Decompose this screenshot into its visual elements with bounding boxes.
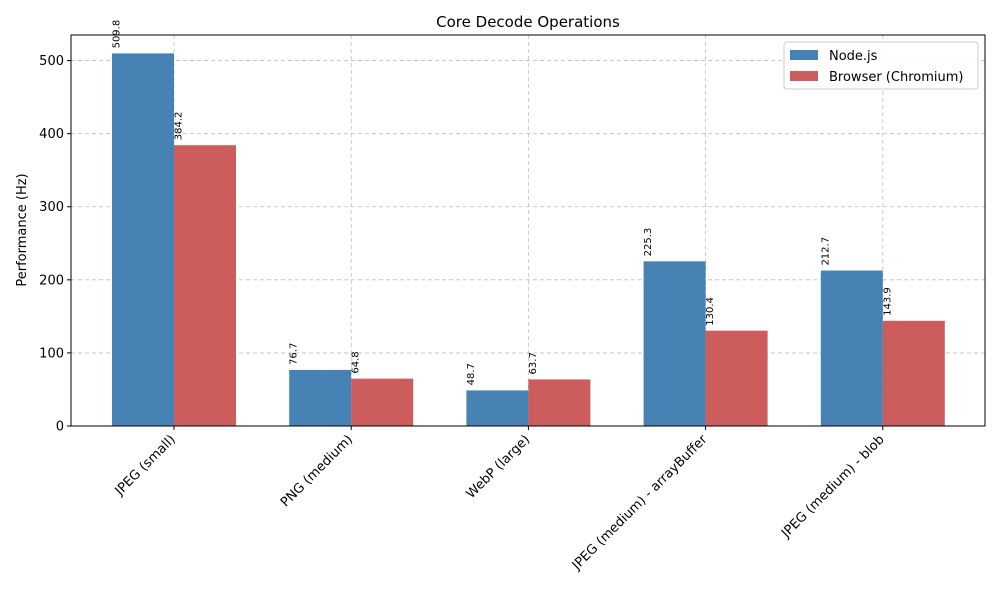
y-tick-label: 400 xyxy=(39,127,64,142)
y-tick-label: 200 xyxy=(39,273,64,288)
y-tick-label: 500 xyxy=(39,54,64,69)
bar-browser xyxy=(882,320,945,426)
x-tick-label: JPEG (medium) - arrayBuffer xyxy=(569,432,711,574)
value-label: 509.8 xyxy=(112,20,123,49)
value-label: 76.7 xyxy=(289,343,300,365)
y-tick-label: 300 xyxy=(39,200,64,215)
value-label: 212.7 xyxy=(820,237,831,266)
value-label: 130.4 xyxy=(705,297,716,326)
bars xyxy=(112,53,945,426)
legend: Node.js Browser (Chromium) xyxy=(783,41,979,90)
bar-nodejs xyxy=(466,390,529,426)
value-label: 143.9 xyxy=(882,287,893,316)
x-tick-label: JPEG (medium) - blob xyxy=(778,432,887,541)
plot-frame xyxy=(70,34,986,427)
value-label: 225.3 xyxy=(643,228,654,257)
bar-browser xyxy=(705,330,768,426)
value-label: 63.7 xyxy=(528,352,539,374)
legend-box xyxy=(783,41,979,90)
value-label: 384.2 xyxy=(174,112,185,141)
legend-label: Browser (Chromium) xyxy=(829,70,963,85)
bar-browser xyxy=(174,145,236,426)
bar-browser xyxy=(351,378,414,426)
x-tick-label: PNG (medium) xyxy=(278,432,356,510)
bar-nodejs xyxy=(112,53,174,426)
value-label: 64.8 xyxy=(351,351,362,373)
bar-nodejs xyxy=(820,270,883,426)
bar-nodejs xyxy=(643,261,706,426)
legend-label: Node.js xyxy=(829,49,878,64)
bar-nodejs xyxy=(289,369,352,426)
value-labels: 509.8 76.7 48.7 225.3 212.7 384.2 64.8 63.7 130.… xyxy=(112,20,894,386)
value-label: 48.7 xyxy=(466,363,477,385)
legend-swatch xyxy=(790,71,818,81)
y-tick-label: 0 xyxy=(56,420,64,435)
bar-browser xyxy=(528,379,591,426)
chart-title: Core Decode Operations xyxy=(436,13,620,31)
y-axis-label: Performance (Hz) xyxy=(15,173,30,286)
x-tick-label: WebP (large) xyxy=(464,432,534,502)
y-tick-label: 100 xyxy=(39,346,64,361)
x-tick-label: JPEG (small) xyxy=(112,432,179,499)
legend-swatch xyxy=(790,50,818,60)
